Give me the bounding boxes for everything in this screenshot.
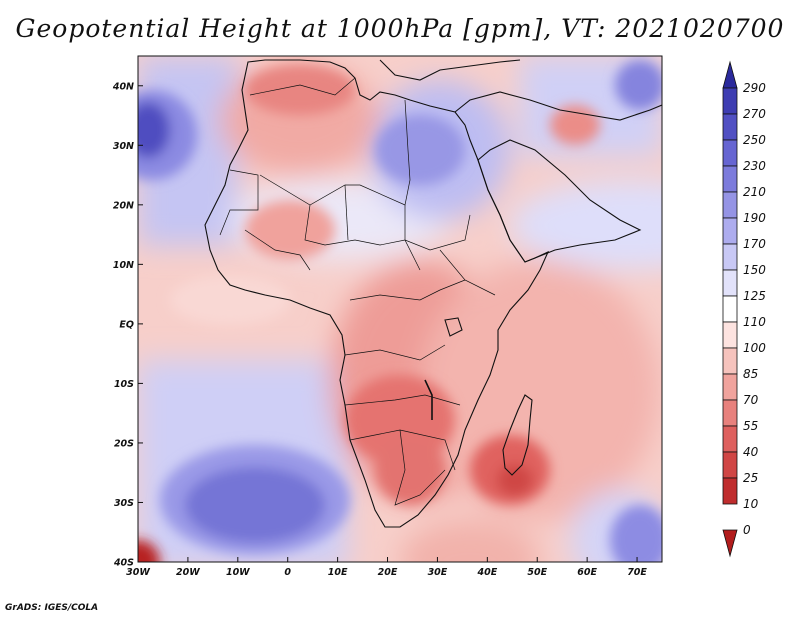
lon-tick-label: 20W [176,567,200,578]
colorbar-swatch [722,399,738,427]
border-congo [344,344,446,361]
lat-tick-label: 30S [114,498,134,509]
border-central [349,279,466,301]
colorbar-level-label: 150 [743,263,766,277]
asia-coast [454,91,662,121]
colorbar-swatch [722,139,738,167]
colorbar-level-label: 270 [743,107,766,121]
country-borders [219,77,496,506]
colorbar: 2902702502302101901701501251101008570554… [722,60,766,558]
colorbar-level-label: 0 [743,523,751,537]
lat-tick-label: 30N [113,141,134,152]
colorbar-level-label: 210 [743,185,766,199]
colorbar-level-label: 40 [743,445,759,459]
border-east [439,249,496,296]
axis-ticks: 30W 20W 10W 0 10E 20E 30E 40E 50E 60E 70E 40N 30N 20N… [112,81,648,578]
border-angola [344,394,461,406]
europe-coast [379,59,521,81]
lake-victoria [444,317,463,337]
arabia-coast [477,139,642,263]
colorbar-level-label: 110 [743,315,766,329]
colorbar-swatch [722,269,738,297]
lat-tick-label: 20S [114,438,134,449]
grads-credit: GrADS: IGES/COLA [5,603,99,613]
colorbar-swatch [722,191,738,219]
colorbar-swatch [722,87,738,115]
colorbar-level-label: 290 [743,81,766,95]
colorbar-arrow-top [722,60,738,89]
border-sahel [304,204,471,251]
lat-tick-label: 20N [113,200,134,211]
colorbar-swatch [722,165,738,193]
colorbar-swatch [722,113,738,141]
colorbar-swatch [722,373,738,401]
border-sahara [259,99,411,206]
colorbar-swatch [722,347,738,375]
border-westafrica [244,229,311,271]
border-niger-chad [344,184,349,241]
madagascar-coast [502,394,533,476]
colorbar-level-label: 170 [743,237,766,251]
lon-tick-label: 30W [126,567,150,578]
colorbar-level-label: 125 [743,289,766,303]
colorbar-level-label: 250 [743,133,766,147]
border-maghreb [249,77,356,96]
border-west [219,169,259,236]
lat-tick-label: 40N [112,81,134,92]
colorbar-level-label: 70 [743,393,759,407]
colorbar-swatch [722,217,738,245]
lon-tick-label: 30E [428,567,448,578]
colorbar-level-label: 55 [743,419,758,433]
colorbar-swatch [722,243,738,271]
colorbar-arrow-bottom [722,529,738,558]
lon-tick-label: 10E [328,567,348,578]
colorbar-level-label: 190 [743,211,766,225]
colorbar-swatch [722,321,738,349]
lon-tick-label: 50E [527,567,547,578]
lon-tick-label: 20E [378,567,398,578]
colorbar-level-label: 10 [743,497,759,511]
lon-tick-label: 10W [226,567,250,578]
map-title: Geopotential Height at 1000hPa [gpm], VT… [15,14,785,43]
lon-tick-label: 60E [577,567,597,578]
shaded-field [138,56,662,562]
lon-tick-label: 0 [284,567,291,578]
colorbar-level-label: 230 [743,159,766,173]
colorbar-swatch [722,477,738,505]
border-chad-sudan [404,205,421,271]
lake-nyasa [424,379,433,420]
colorbar-swatch [722,425,738,453]
colorbar-swatch [722,451,738,479]
africa-coast [204,59,550,528]
lat-tick-label: 10S [114,379,134,390]
colorbar-level-label: 100 [743,341,766,355]
coastline [204,59,662,528]
colorbar-level-label: 85 [743,367,758,381]
lon-tick-label: 40E [476,567,497,578]
colorbar-level-label: 25 [743,471,758,485]
lat-tick-label: EQ [119,319,134,330]
lon-tick-label: 70E [627,567,647,578]
lat-tick-label: 40S [113,558,134,569]
lat-tick-label: 10N [113,260,134,271]
border-south [394,429,446,506]
field-blobs-centres [138,60,662,562]
colorbar-swatch [722,295,738,323]
plot-frame [137,55,663,563]
border-namibia [349,429,456,471]
